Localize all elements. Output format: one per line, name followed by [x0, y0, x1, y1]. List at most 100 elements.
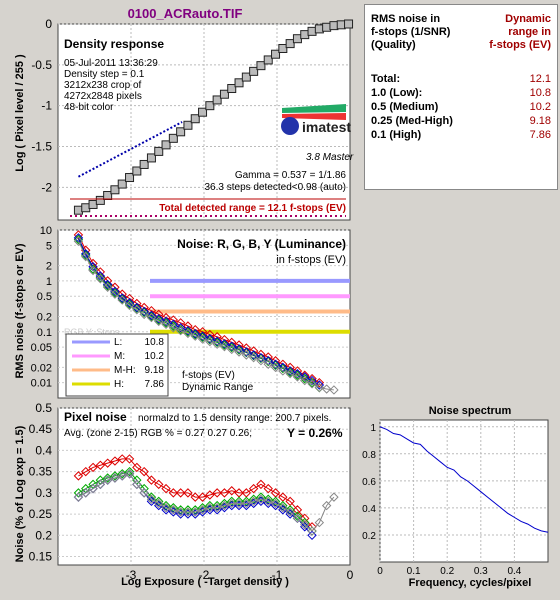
pixel-noise-point — [161, 503, 171, 513]
y-tick-label: 1 — [46, 276, 52, 288]
summary-row-label: Total: — [371, 73, 401, 85]
x-tick-label: -1 — [272, 568, 283, 582]
noise-point — [270, 360, 281, 370]
noise-point — [168, 321, 179, 331]
noise-point — [190, 328, 200, 339]
summary-row: 0.1 (High) 7.86 — [371, 129, 551, 141]
gamma-text: Gamma = 0.537 = 1/1.86 — [235, 170, 347, 181]
noise-point — [110, 286, 120, 297]
pixel-noise-point — [124, 454, 135, 464]
noise-point — [175, 323, 186, 333]
density-point — [110, 185, 120, 195]
density-point — [249, 66, 259, 76]
noise-point — [285, 369, 295, 379]
density-point — [241, 72, 251, 82]
pixel-noise-point — [234, 498, 244, 509]
plot-area — [57, 407, 351, 566]
density-point — [314, 24, 324, 34]
y-tick-label: 0 — [45, 17, 52, 31]
pixel-noise-point — [197, 492, 208, 502]
pixel-noise-point — [146, 494, 157, 504]
noise-point — [168, 319, 179, 330]
noise-point — [300, 370, 310, 380]
panel1-heading: Density response — [64, 37, 164, 51]
noise-point — [205, 334, 215, 344]
pixel-noise-point — [190, 507, 200, 517]
y-tick-label: 0.5 — [35, 401, 52, 415]
noise-point — [132, 305, 142, 315]
noise-point — [314, 380, 325, 390]
noise-point — [292, 372, 303, 382]
pixel-noise-point — [197, 505, 208, 515]
noise-point — [212, 337, 222, 348]
dynamic-range-label: Dynamic Range — [182, 382, 254, 393]
noise-point — [241, 350, 252, 360]
y-tick-label: 2 — [46, 261, 52, 273]
noise-point — [307, 375, 317, 386]
noise-point — [248, 352, 259, 363]
summary-col1-line3: (Quality) — [371, 39, 416, 51]
noise-point — [190, 329, 200, 340]
noise-point — [139, 309, 149, 320]
density-point — [263, 55, 273, 65]
noise-point — [124, 299, 135, 309]
noise-point — [73, 234, 84, 245]
panel1-info-line: 05-Jul-2011 13:36:29 — [64, 58, 158, 69]
panel1-info-line: Density step = 0.1 — [64, 69, 145, 80]
y-tick-label: 0.25 — [29, 507, 53, 521]
noise-point — [212, 336, 222, 347]
pixel-noise-point — [154, 479, 164, 490]
panel1-info-line: 4272x2848 pixels — [64, 91, 142, 102]
noise-point — [234, 344, 244, 354]
noise-point — [292, 370, 303, 380]
pixel-noise-point — [270, 498, 281, 509]
pixel-noise-point — [102, 458, 113, 468]
density-point — [219, 89, 229, 99]
legend-label: M: — [114, 351, 125, 362]
pixel-noise-point — [110, 456, 120, 466]
summary-row-label: 0.1 (High) — [371, 129, 422, 141]
noise-point — [205, 336, 215, 347]
pixel-noise-point — [183, 507, 193, 517]
pixel-noise-point — [321, 500, 332, 511]
pixel-noise-point — [81, 466, 91, 477]
y-tick-label: 0.05 — [31, 342, 52, 354]
density-point — [117, 179, 127, 189]
legend-value: 10.8 — [145, 337, 165, 348]
pixel-noise-point — [263, 483, 273, 494]
pixel-noise-point — [95, 460, 106, 470]
y-tick-label: 0.6 — [362, 477, 376, 488]
x-tick-label: 0.2 — [440, 566, 454, 577]
summary-row-value: 7.86 — [529, 129, 551, 141]
density-point — [154, 146, 164, 156]
legend-label: M-H: — [114, 365, 136, 376]
pixel-noise-point — [132, 462, 142, 473]
y-tick-label: -1.5 — [31, 140, 52, 154]
noise-point — [227, 344, 237, 355]
fstops-label: f-stops (EV) — [182, 370, 235, 381]
noise-point — [154, 314, 164, 324]
noise-point — [132, 303, 142, 313]
noise-point — [161, 316, 171, 327]
density-point — [176, 127, 186, 137]
pixel-noise-point — [161, 483, 171, 494]
pixel-noise-point — [124, 469, 135, 479]
x-tick-label: 0.3 — [474, 566, 488, 577]
pixel-noise-point — [146, 475, 157, 485]
summary-col2-header: Dynamic range in f-stops (EV) — [489, 13, 551, 52]
y-tick-label: 0.01 — [31, 378, 52, 390]
noise-point — [88, 265, 98, 276]
density-point — [205, 101, 215, 111]
density-point — [300, 30, 310, 40]
pixel-noise-point — [88, 462, 98, 473]
noise-point — [190, 331, 200, 341]
pixel-noise-point — [307, 530, 317, 541]
summary-col1-line1: RMS noise in — [371, 13, 441, 25]
y-tick-label: 0.2 — [362, 531, 376, 542]
noise-point — [256, 356, 266, 366]
noise-point — [117, 293, 127, 303]
y-tick-label: 0.4 — [35, 443, 52, 457]
pixel-noise-point — [175, 507, 186, 517]
noise-point — [168, 323, 179, 333]
y-tick-label: 5 — [46, 240, 52, 252]
